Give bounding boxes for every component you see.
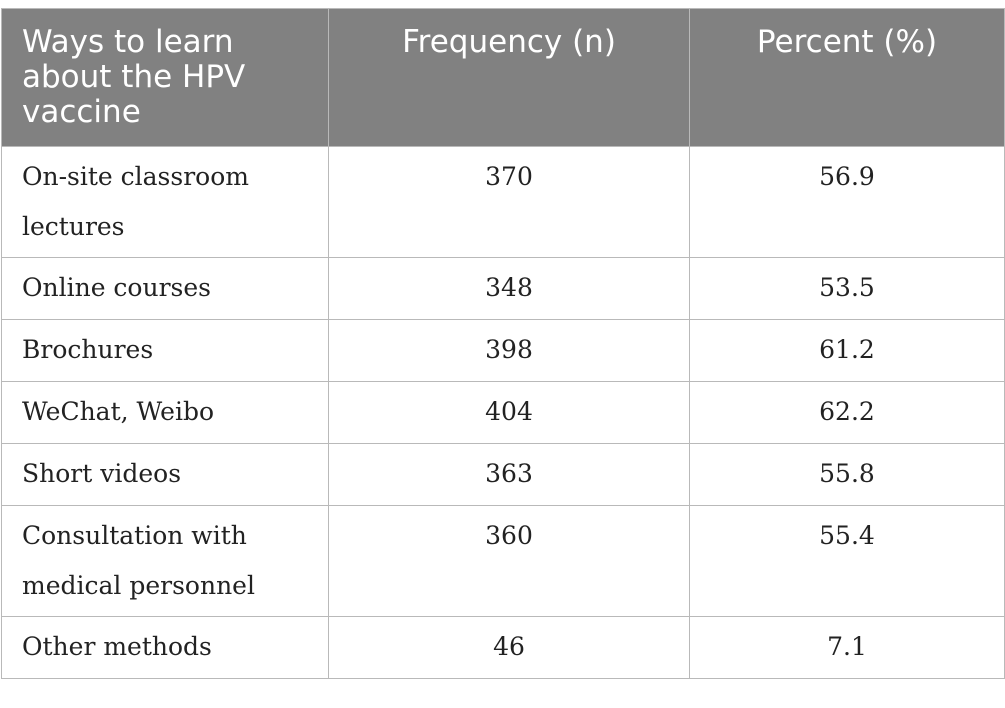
data-table-container: Ways to learn about the HPV vaccine Freq… [1,8,1005,679]
hpv-learning-methods-table: Ways to learn about the HPV vaccine Freq… [1,8,1005,679]
row-label: On-site classroom lectures [1,146,329,258]
table-row: WeChat, Weibo 404 62.2 [1,381,1005,444]
row-percent: 7.1 [689,616,1005,679]
table-row: Online courses 348 53.5 [1,257,1005,320]
row-percent: 55.8 [689,443,1005,506]
row-label: Consultation with medical personnel [1,505,329,617]
table-row: Consultation with medical personnel 360 … [1,505,1005,617]
row-label: Other methods [1,616,329,679]
row-frequency: 398 [328,319,690,382]
table-body: On-site classroom lectures 370 56.9 Onli… [1,146,1005,679]
row-label: WeChat, Weibo [1,381,329,444]
row-frequency: 348 [328,257,690,320]
row-percent: 56.9 [689,146,1005,258]
row-label: Short videos [1,443,329,506]
table-row: On-site classroom lectures 370 56.9 [1,146,1005,258]
header-row: Ways to learn about the HPV vaccine Freq… [1,8,1005,147]
row-frequency: 363 [328,443,690,506]
column-header-frequency: Frequency (n) [328,8,690,147]
row-frequency: 370 [328,146,690,258]
table-row: Brochures 398 61.2 [1,319,1005,382]
row-label: Brochures [1,319,329,382]
column-header-method: Ways to learn about the HPV vaccine [1,8,329,147]
table-row: Short videos 363 55.8 [1,443,1005,506]
row-percent: 62.2 [689,381,1005,444]
table-header: Ways to learn about the HPV vaccine Freq… [1,8,1005,147]
row-percent: 53.5 [689,257,1005,320]
row-percent: 61.2 [689,319,1005,382]
row-frequency: 404 [328,381,690,444]
row-frequency: 360 [328,505,690,617]
row-label: Online courses [1,257,329,320]
column-header-percent: Percent (%) [689,8,1005,147]
row-frequency: 46 [328,616,690,679]
row-percent: 55.4 [689,505,1005,617]
table-row: Other methods 46 7.1 [1,616,1005,679]
